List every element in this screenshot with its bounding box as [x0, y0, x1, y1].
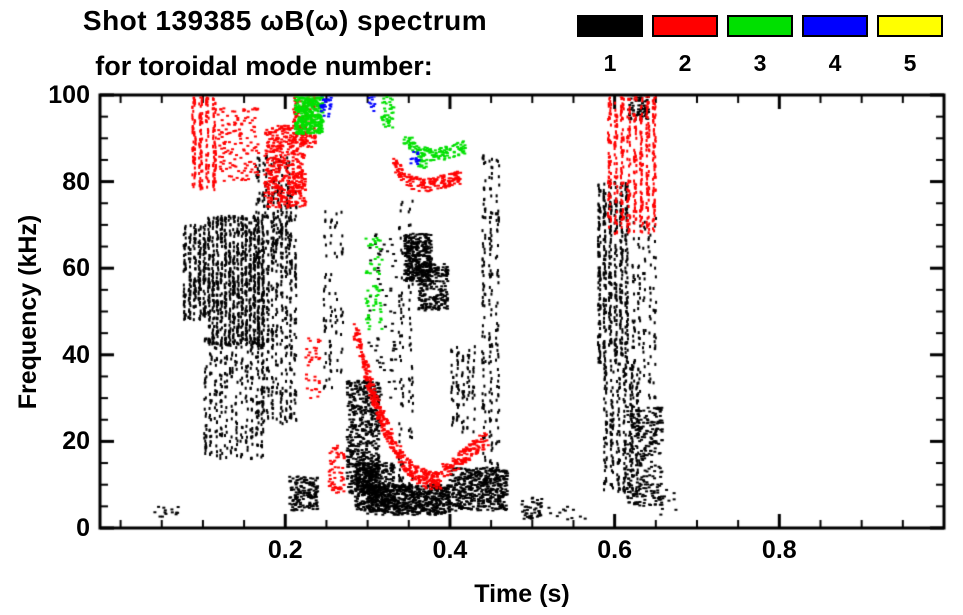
legend: 1 2 3 4 5 [577, 15, 943, 76]
y-tick-label-60: 60 [62, 254, 90, 283]
legend-swatch-1 [577, 15, 643, 37]
legend-label-4: 4 [828, 50, 842, 76]
legend-item-5: 5 [877, 15, 943, 76]
y-tick-label-80: 80 [62, 167, 90, 196]
x-axis-title: Time (s) [474, 580, 570, 608]
legend-item-3: 3 [727, 15, 793, 76]
x-tick-label-0.8: 0.8 [761, 536, 797, 564]
legend-swatch-5 [877, 15, 943, 37]
legend-swatch-3 [727, 15, 793, 37]
legend-label-3: 3 [753, 50, 767, 76]
y-tick-label-100: 100 [48, 81, 90, 109]
legend-item-4: 4 [802, 15, 868, 76]
chart-title-line1: Shot 139385 ωB(ω) spectrum [82, 5, 488, 36]
legend-label-2: 2 [678, 50, 692, 76]
legend-label-5: 5 [903, 50, 917, 76]
y-tick-label-0: 0 [76, 514, 90, 542]
y-axis-title: Frequency (kHz) [14, 214, 42, 410]
legend-item-1: 1 [577, 15, 643, 76]
x-tick-label-0.4: 0.4 [432, 536, 468, 564]
legend-swatch-2 [652, 15, 718, 37]
y-tick-label-20: 20 [62, 427, 90, 456]
legend-swatch-4 [802, 15, 868, 37]
legend-item-2: 2 [652, 15, 718, 76]
chart-title-line2: for toroidal mode number: [95, 51, 433, 81]
legend-label-1: 1 [603, 50, 617, 76]
y-tick-label-40: 40 [62, 340, 90, 369]
x-tick-label-0.6: 0.6 [597, 536, 632, 564]
x-tick-label-0.2: 0.2 [267, 536, 303, 564]
